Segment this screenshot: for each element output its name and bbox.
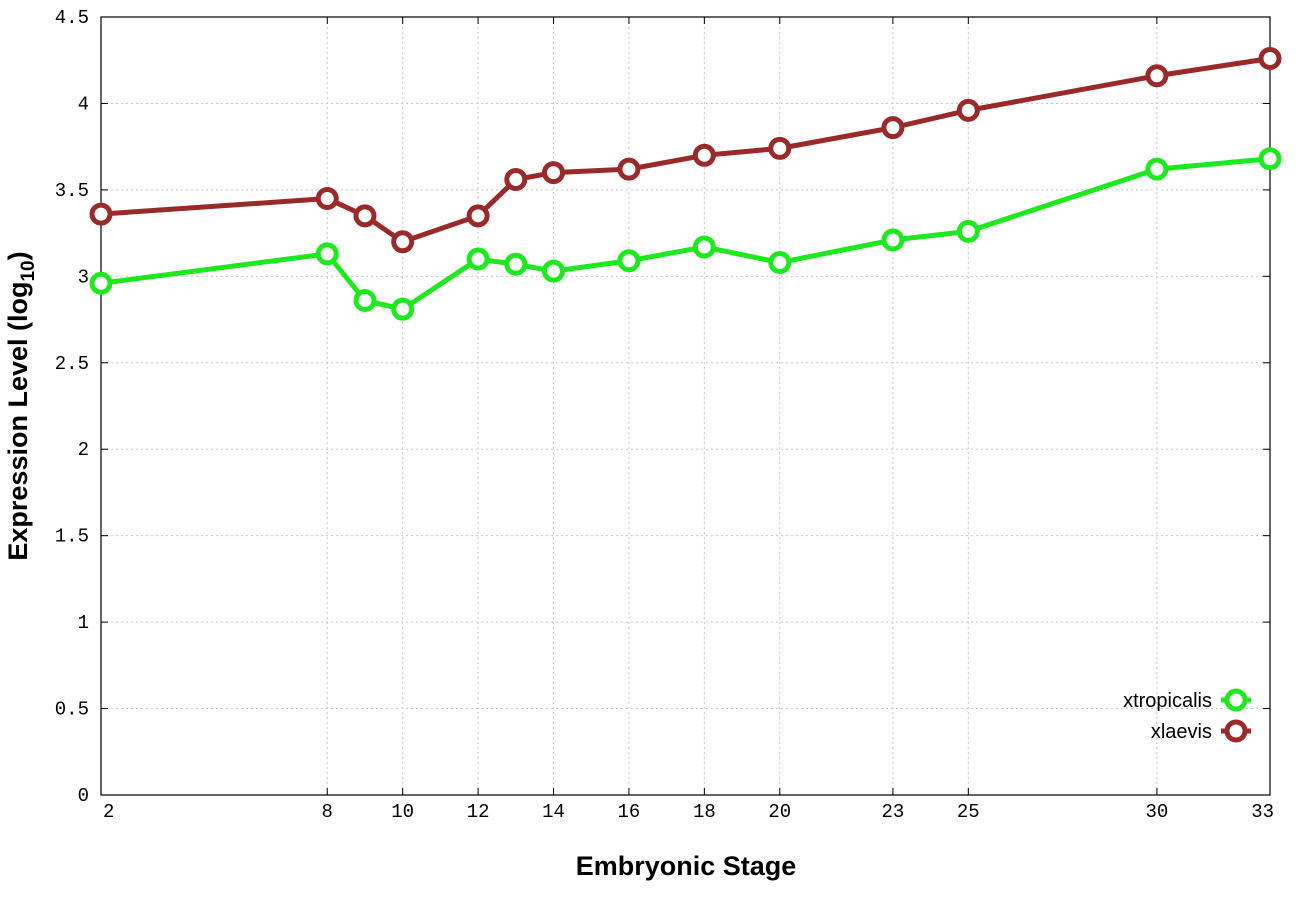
data-point-xlaevis xyxy=(89,202,113,226)
y-tick-labels: 0 0.5 1 1.5 2 2.5 3 3.5 4 4.5 xyxy=(55,7,89,807)
data-point-xlaevis xyxy=(391,230,415,254)
y-tick-label: 0.5 xyxy=(55,699,89,721)
x-axis-title: Embryonic Stage xyxy=(576,851,797,881)
data-point-xtropicalis xyxy=(466,247,490,271)
data-point-xtropicalis xyxy=(353,289,377,313)
legend-marker-xlaevis xyxy=(1224,719,1248,743)
data-point-xtropicalis xyxy=(881,228,905,252)
legend-marker-xtropicalis xyxy=(1224,688,1248,712)
data-point-xlaevis xyxy=(542,161,566,185)
data-point-xlaevis xyxy=(956,98,980,122)
x-tick-label: 2 xyxy=(103,801,114,823)
series-line-xtropicalis xyxy=(100,156,1271,312)
y-axis-title-close: ) xyxy=(3,251,33,260)
data-point-xtropicalis xyxy=(617,249,641,273)
data-point-xtropicalis xyxy=(504,252,528,276)
y-tick-label: 0 xyxy=(78,785,89,807)
x-tick-label: 30 xyxy=(1145,801,1168,823)
x-tick-label: 10 xyxy=(391,801,414,823)
y-axis-title-main: Expression Level (log xyxy=(3,282,33,561)
x-tick-label: 8 xyxy=(322,801,333,823)
y-tick-label: 2 xyxy=(78,439,89,461)
data-point-xlaevis xyxy=(692,143,716,167)
data-point-xlaevis xyxy=(504,168,528,192)
data-point-xtropicalis xyxy=(1258,147,1282,171)
legend: xtropicalis xlaevis xyxy=(1123,688,1251,743)
data-point-xtropicalis xyxy=(692,235,716,259)
data-point-xlaevis xyxy=(1258,46,1282,70)
x-tick-label: 25 xyxy=(957,801,980,823)
y-tick-label: 2.5 xyxy=(55,353,89,375)
x-tick-label: 16 xyxy=(618,801,641,823)
y-axis-title-subscript: 10 xyxy=(18,260,39,281)
series-xlaevis xyxy=(89,46,1282,254)
y-tick-label: 3.5 xyxy=(55,180,89,202)
x-tick-label: 18 xyxy=(693,801,716,823)
x-tick-label: 20 xyxy=(768,801,791,823)
y-tick-label: 4 xyxy=(78,93,89,115)
series-line-xlaevis xyxy=(100,56,1271,245)
data-point-xlaevis xyxy=(353,204,377,228)
y-tick-label: 1 xyxy=(78,612,89,634)
legend-label-xlaevis: xlaevis xyxy=(1151,721,1212,743)
y-tick-label: 3 xyxy=(78,266,89,288)
data-point-xtropicalis xyxy=(1145,157,1169,181)
x-tick-label: 23 xyxy=(881,801,904,823)
data-point-xtropicalis xyxy=(956,219,980,243)
y-axis-title: Expression Level (log10) xyxy=(3,251,39,560)
axis-ticks xyxy=(100,16,1271,796)
data-point-xlaevis xyxy=(315,187,339,211)
y-tick-label: 4.5 xyxy=(55,7,89,29)
series-layer xyxy=(89,46,1282,321)
x-tick-labels: 2 8 10 12 14 16 18 20 23 25 30 33 xyxy=(103,801,1274,823)
data-point-xlaevis xyxy=(466,204,490,228)
data-point-xtropicalis xyxy=(542,259,566,283)
data-point-xlaevis xyxy=(768,136,792,160)
grid-lines xyxy=(101,17,1270,795)
data-point-xlaevis xyxy=(1145,64,1169,88)
data-point-xlaevis xyxy=(617,157,641,181)
data-point-xtropicalis xyxy=(315,242,339,266)
legend-label-xtropicalis: xtropicalis xyxy=(1123,690,1212,712)
x-tick-label: 33 xyxy=(1251,801,1274,823)
x-tick-label: 14 xyxy=(542,801,565,823)
plot-frame xyxy=(100,16,1271,796)
series-xtropicalis xyxy=(89,147,1282,321)
x-tick-label: 12 xyxy=(467,801,490,823)
data-point-xtropicalis xyxy=(768,251,792,275)
data-point-xtropicalis xyxy=(391,297,415,321)
y-tick-label: 1.5 xyxy=(55,526,89,548)
data-point-xlaevis xyxy=(881,116,905,140)
data-point-xtropicalis xyxy=(89,271,113,295)
